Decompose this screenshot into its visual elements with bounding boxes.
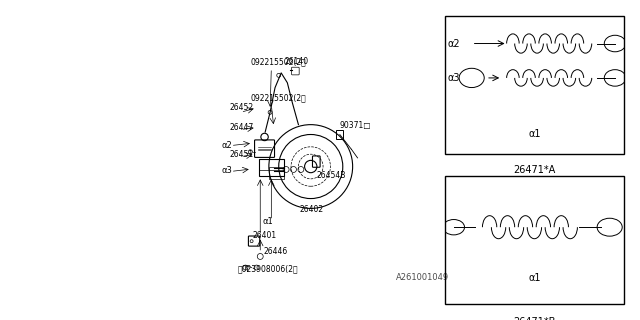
Text: 26471*A: 26471*A (513, 165, 556, 175)
Text: α2: α2 (447, 38, 460, 49)
Text: α2: α2 (221, 141, 232, 150)
Text: 26401: 26401 (253, 231, 277, 240)
Text: α3: α3 (221, 166, 232, 175)
Text: ⓝ023908006(2）: ⓝ023908006(2） (238, 264, 299, 273)
Text: 26454B: 26454B (317, 171, 346, 180)
Text: 092215502(2）: 092215502(2） (250, 93, 306, 102)
Text: α3: α3 (447, 73, 460, 83)
Text: 90371□: 90371□ (339, 121, 371, 130)
Text: 26451: 26451 (230, 150, 253, 159)
Text: 26446: 26446 (264, 247, 288, 256)
Text: 26140: 26140 (285, 57, 309, 66)
Text: 26402: 26402 (300, 205, 324, 214)
Text: 26447: 26447 (230, 123, 253, 132)
Text: α1: α1 (528, 273, 541, 284)
Text: 092215502(2）: 092215502(2） (250, 57, 306, 66)
Text: α1: α1 (262, 218, 273, 227)
Text: A261001049: A261001049 (396, 273, 449, 282)
Text: α1: α1 (528, 129, 541, 139)
Bar (259, 159, 284, 176)
Text: 26471*B: 26471*B (513, 317, 556, 320)
Text: 26452: 26452 (230, 103, 253, 112)
Bar (269, 166, 284, 179)
